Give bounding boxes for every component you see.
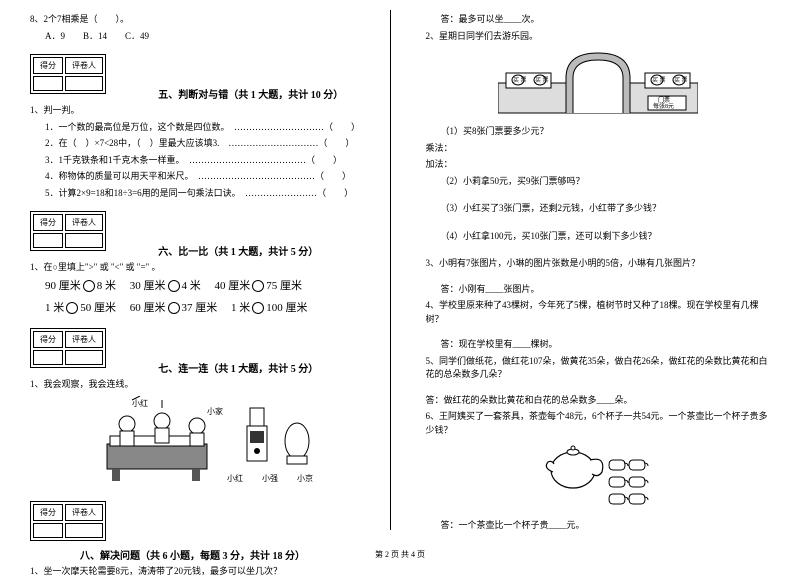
q8-options: A．9 B．14 C．49	[30, 30, 375, 44]
sec7-illustration: 小红 小家 小红 小强	[30, 396, 375, 488]
q8-text: 8、2个7相乘是（ ）。	[30, 13, 375, 27]
sec6-row1: 90 厘米8 米 30 厘米4 米 40 厘米75 厘米	[30, 278, 375, 295]
sec5-stem: 1、判一判。	[30, 104, 375, 118]
svg-text:小红: 小红	[227, 473, 243, 483]
svg-text:小家: 小家	[207, 406, 223, 416]
sec5-i3: 3．1千克铁条和1千克木条一样重。 …………………………………（ ）	[30, 154, 375, 168]
sec6-row2: 1 米50 厘米 60 厘米37 厘米 1 米100 厘米	[30, 300, 375, 317]
grader-label: 评卷人	[65, 504, 103, 521]
label-a: 小红	[132, 398, 148, 408]
sec5-i4: 4．称物体的质量可以用天平和米尺。 …………………………………（ ）	[30, 170, 375, 184]
svg-text:小京: 小京	[297, 473, 313, 483]
add: 加法：	[426, 158, 771, 172]
grader-label: 评卷人	[65, 57, 103, 74]
grader-label: 评卷人	[65, 331, 103, 348]
svg-text:买 票: 买 票	[652, 76, 666, 84]
sec8-q1: 1、坐一次摩天轮需要8元，涛涛带了20元钱，最多可以坐几次？	[30, 565, 375, 579]
grader-label: 评卷人	[65, 214, 103, 231]
score-box-7: 得分评卷人	[30, 328, 106, 368]
q6ans: 答：一个茶壶比一个杯子贵____元。	[426, 519, 771, 533]
right-column: 答：最多可以坐____次。 2、星期日同学们去游乐园。 买 票 买 票 买 票 …	[411, 10, 771, 530]
sec6-stem: 1、在○里填上">" 或 "<" 或 "=" 。	[30, 261, 375, 275]
mul: 乘法：	[426, 142, 771, 156]
sec6-title: 六、比一比（共 1 大题，共计 5 分）	[158, 243, 318, 258]
score-label: 得分	[33, 504, 63, 521]
q2-4: （4）小红拿100元，买10张门票，还可以剩下多少钱？	[426, 230, 771, 244]
q5: 5、同学们做纸花，做红花107朵，做黄花35朵，做白花26朵，做红花的朵数比黄花…	[426, 355, 771, 382]
q4ans: 答：现在学校里有____棵树。	[426, 338, 771, 352]
q6: 6、王阿姨买了一套茶具，茶壶每个48元，6个杯子一共54元。一个茶壶比一个杯子贵…	[426, 410, 771, 437]
q2-2: （2）小莉拿50元，买9张门票够吗？	[426, 175, 771, 189]
ans1: 答：最多可以坐____次。	[426, 13, 771, 27]
sec5-i5: 5．计算2×9=18和18÷3=6用的是同一句乘法口诀。 ……………………（ ）	[30, 187, 375, 201]
sec7-stem: 1、我会观察，我会连线。	[30, 378, 375, 392]
svg-text:买 票: 买 票	[513, 76, 527, 84]
sec5-i1: 1．一个数的最高位是万位，这个数是四位数。 …………………………（ ）	[30, 121, 375, 135]
svg-text:买 票: 买 票	[535, 76, 549, 84]
svg-text:门票: 门票	[658, 96, 670, 104]
svg-text:每张8元: 每张8元	[653, 102, 674, 110]
svg-text:小强: 小强	[262, 474, 278, 483]
q5ans: 答：做红花的朵数比黄花和白花的总朵数多____朵。	[426, 394, 771, 408]
score-label: 得分	[33, 214, 63, 231]
sec7-title: 七、连一连（共 1 大题，共计 5 分）	[158, 360, 318, 375]
sec5-title: 五、判断对与错（共 1 大题，共计 10 分）	[158, 86, 343, 101]
gate-illustration: 买 票 买 票 买 票 买 票 门票 每张8元	[426, 48, 771, 120]
page-container: 8、2个7相乘是（ ）。 A．9 B．14 C．49 得分评卷人 五、判断对与错…	[0, 0, 800, 540]
page-footer: 第 2 页 共 4 页	[0, 549, 800, 560]
q2-1: （1）买8张门票要多少元？	[426, 125, 771, 139]
score-label: 得分	[33, 57, 63, 74]
score-box-8: 得分评卷人	[30, 501, 106, 541]
q3: 3、小明有7张图片，小琳的图片张数是小明的5倍，小琳有几张图片？	[426, 257, 771, 271]
score-box-5: 得分评卷人	[30, 54, 106, 94]
q2: 2、星期日同学们去游乐园。	[426, 30, 771, 44]
sec5-i2: 2．在（ ）×7<28中，（ ）里最大应该填3. …………………………（ ）	[30, 137, 375, 151]
teaset-illustration	[426, 442, 771, 514]
score-box-6: 得分评卷人	[30, 211, 106, 251]
q3ans: 答：小刚有____张图片。	[426, 283, 771, 297]
q4: 4、学校里原来种了43棵树，今年死了5棵，植树节时又种了18棵。现在学校里有几棵…	[426, 299, 771, 326]
score-label: 得分	[33, 331, 63, 348]
q2-3: （3）小红买了3张门票，还剩2元钱，小红带了多少钱？	[426, 202, 771, 216]
svg-text:买 票: 买 票	[674, 76, 688, 84]
left-column: 8、2个7相乘是（ ）。 A．9 B．14 C．49 得分评卷人 五、判断对与错…	[30, 10, 391, 530]
